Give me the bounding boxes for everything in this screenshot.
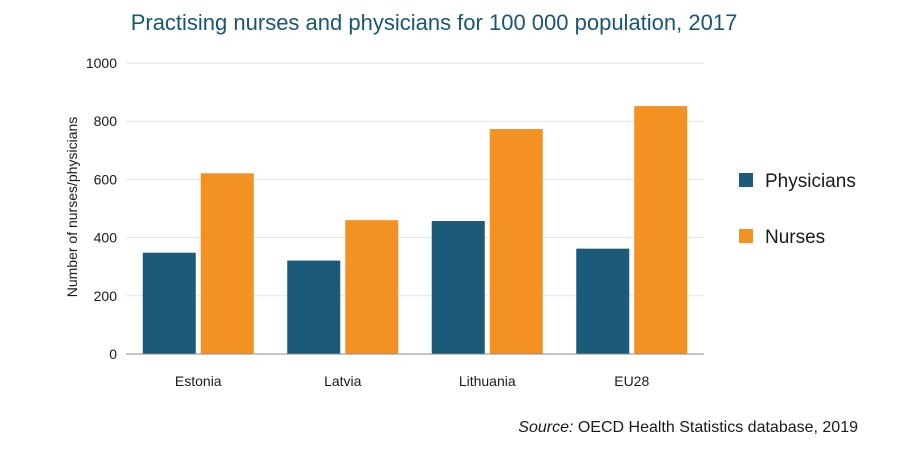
legend-item-physicians: Physicians <box>739 171 856 192</box>
bar-nurses-estonia <box>200 173 254 354</box>
legend-swatch-nurses <box>739 229 753 243</box>
x-tick-labels: Estonia Latvia Lithuania EU28 <box>175 373 650 389</box>
y-tick-label: 0 <box>109 346 117 362</box>
bar-physicians-latvia <box>287 260 341 354</box>
bar-physicians-lithuania <box>431 221 485 354</box>
chart-title: Practising nurses and physicians for 100… <box>131 10 738 35</box>
x-tick-label: EU28 <box>614 373 649 389</box>
legend-swatch-physicians <box>739 173 753 187</box>
source-prefix: Source: <box>518 419 573 436</box>
legend: Physicians Nurses <box>739 171 856 248</box>
bar-nurses-latvia <box>345 220 399 354</box>
y-axis-label: Number of nurses/physicians <box>64 117 80 298</box>
bar-physicians-eu28 <box>576 248 630 354</box>
legend-label-nurses: Nurses <box>765 227 825 248</box>
y-tick-label: 400 <box>94 230 118 246</box>
bar-physicians-estonia <box>142 252 196 354</box>
source-text: OECD Health Statistics database, 2019 <box>573 419 858 436</box>
y-tick-label: 200 <box>94 288 118 304</box>
bars <box>142 106 688 355</box>
legend-item-nurses: Nurses <box>739 227 825 248</box>
bar-nurses-lithuania <box>489 129 543 354</box>
y-tick-label: 600 <box>94 171 118 187</box>
y-tick-label: 800 <box>94 113 118 129</box>
source-note: Source: OECD Health Statistics database,… <box>518 419 858 436</box>
x-tick-label: Lithuania <box>459 373 516 389</box>
y-tick-labels: 0 200 400 600 800 1000 <box>86 55 117 362</box>
legend-label-physicians: Physicians <box>765 171 856 192</box>
x-tick-label: Latvia <box>324 373 362 389</box>
x-tick-label: Estonia <box>175 373 222 389</box>
y-tick-label: 1000 <box>86 55 117 71</box>
bar-nurses-eu28 <box>634 106 688 355</box>
